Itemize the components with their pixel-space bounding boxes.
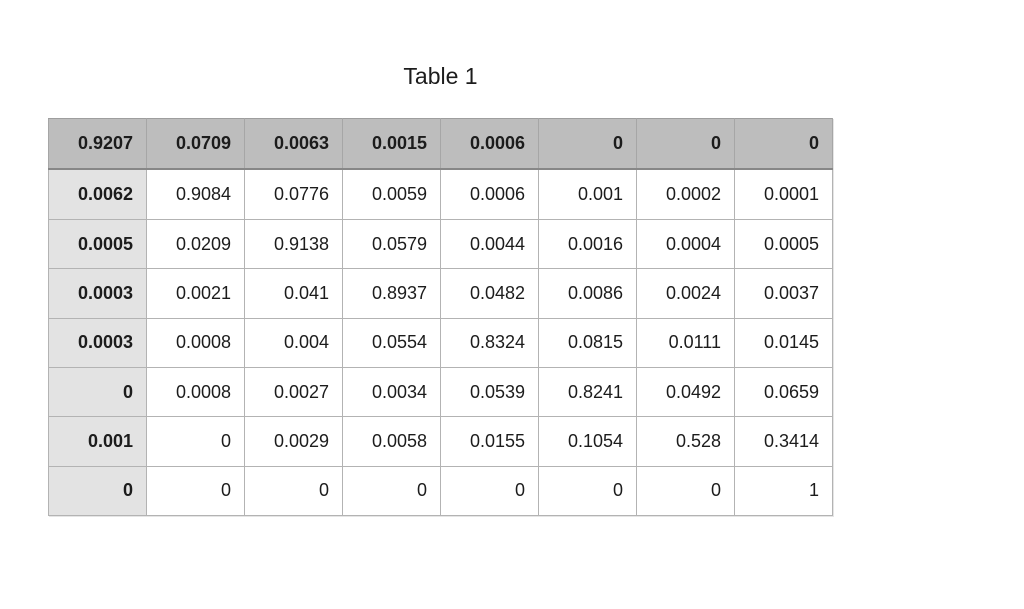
value-cell: 0.0006 [440,168,539,220]
value-cell: 0.0021 [146,268,245,319]
value-cell: 0.8937 [342,268,441,319]
value-cell: 0.0058 [342,416,441,467]
row-label-cell: 0.0003 [48,268,147,319]
value-cell: 0.0209 [146,218,245,270]
value-cell: 0.8324 [440,317,539,368]
value-cell: 0.0034 [342,366,441,418]
value-cell: 0.528 [636,416,735,467]
value-cell: 0.8241 [538,366,637,418]
header-cell: 0.9207 [48,117,147,170]
value-cell: 0.0008 [146,366,245,418]
value-cell: 1 [734,465,833,517]
table-header-row: 0.9207 0.0709 0.0063 0.0015 0.0006 0 0 0 [48,117,833,170]
value-cell: 0.0002 [636,168,735,220]
value-cell: 0.9138 [244,218,343,270]
row-label-cell: 0.0003 [48,317,147,368]
data-table-body: 0.9207 0.0709 0.0063 0.0015 0.0006 0 0 0 0.0062 0… [48,117,833,517]
value-cell: 0.1054 [538,416,637,467]
value-cell: 0 [440,465,539,517]
table-row: 0.0003 0.0021 0.041 0.8937 0.0482 0.0086 0.002… [48,268,833,319]
value-cell: 0.0815 [538,317,637,368]
header-cell: 0.0709 [146,117,245,170]
table-row: 0.0062 0.9084 0.0776 0.0059 0.0006 0.001 0.000… [48,168,833,220]
value-cell: 0.0145 [734,317,833,368]
header-cell: 0.0006 [440,117,539,170]
value-cell: 0 [636,465,735,517]
header-cell: 0 [636,117,735,170]
table-title: Table 1 [403,63,478,89]
header-cell: 0.0015 [342,117,441,170]
value-cell: 0.001 [538,168,637,220]
value-cell: 0.0554 [342,317,441,368]
value-cell: 0.0029 [244,416,343,467]
value-cell: 0.0037 [734,268,833,319]
table-row: 0 0.0008 0.0027 0.0034 0.0539 0.8241 0.0492 0.0… [48,366,833,418]
header-cell: 0 [734,117,833,170]
value-cell: 0.0005 [734,218,833,270]
value-cell: 0.0579 [342,218,441,270]
value-cell: 0.0539 [440,366,539,418]
value-cell: 0.0001 [734,168,833,220]
value-cell: 0 [146,465,245,517]
value-cell: 0.0059 [342,168,441,220]
value-cell: 0 [146,416,245,467]
value-cell: 0.9084 [146,168,245,220]
header-cell: 0 [538,117,637,170]
value-cell: 0.0492 [636,366,735,418]
value-cell: 0 [538,465,637,517]
value-cell: 0 [342,465,441,517]
header-cell: 0.0063 [244,117,343,170]
row-label-cell: 0.0062 [48,168,147,220]
value-cell: 0.0086 [538,268,637,319]
value-cell: 0.0155 [440,416,539,467]
table-row: 0.0005 0.0209 0.9138 0.0579 0.0044 0.0016 0.00… [48,218,833,270]
value-cell: 0.0044 [440,218,539,270]
value-cell: 0.0027 [244,366,343,418]
value-cell: 0.041 [244,268,343,319]
value-cell: 0.3414 [734,416,833,467]
value-cell: 0.0024 [636,268,735,319]
row-label-cell: 0.001 [48,416,147,467]
data-table: 0.9207 0.0709 0.0063 0.0015 0.0006 0 0 0 0.0062 0… [48,117,833,517]
value-cell: 0.0008 [146,317,245,368]
value-cell: 0.0482 [440,268,539,319]
value-cell: 0.0016 [538,218,637,270]
value-cell: 0.0004 [636,218,735,270]
value-cell: 0.0111 [636,317,735,368]
row-label-cell: 0.0005 [48,218,147,270]
table-row: 0.001 0 0.0029 0.0058 0.0155 0.1054 0.528 0.341… [48,416,833,467]
table-row: 0.0003 0.0008 0.004 0.0554 0.8324 0.0815 0.011… [48,317,833,368]
value-cell: 0.004 [244,317,343,368]
value-cell: 0 [244,465,343,517]
row-label-cell: 0 [48,465,147,517]
value-cell: 0.0776 [244,168,343,220]
value-cell: 0.0659 [734,366,833,418]
row-label-cell: 0 [48,366,147,418]
